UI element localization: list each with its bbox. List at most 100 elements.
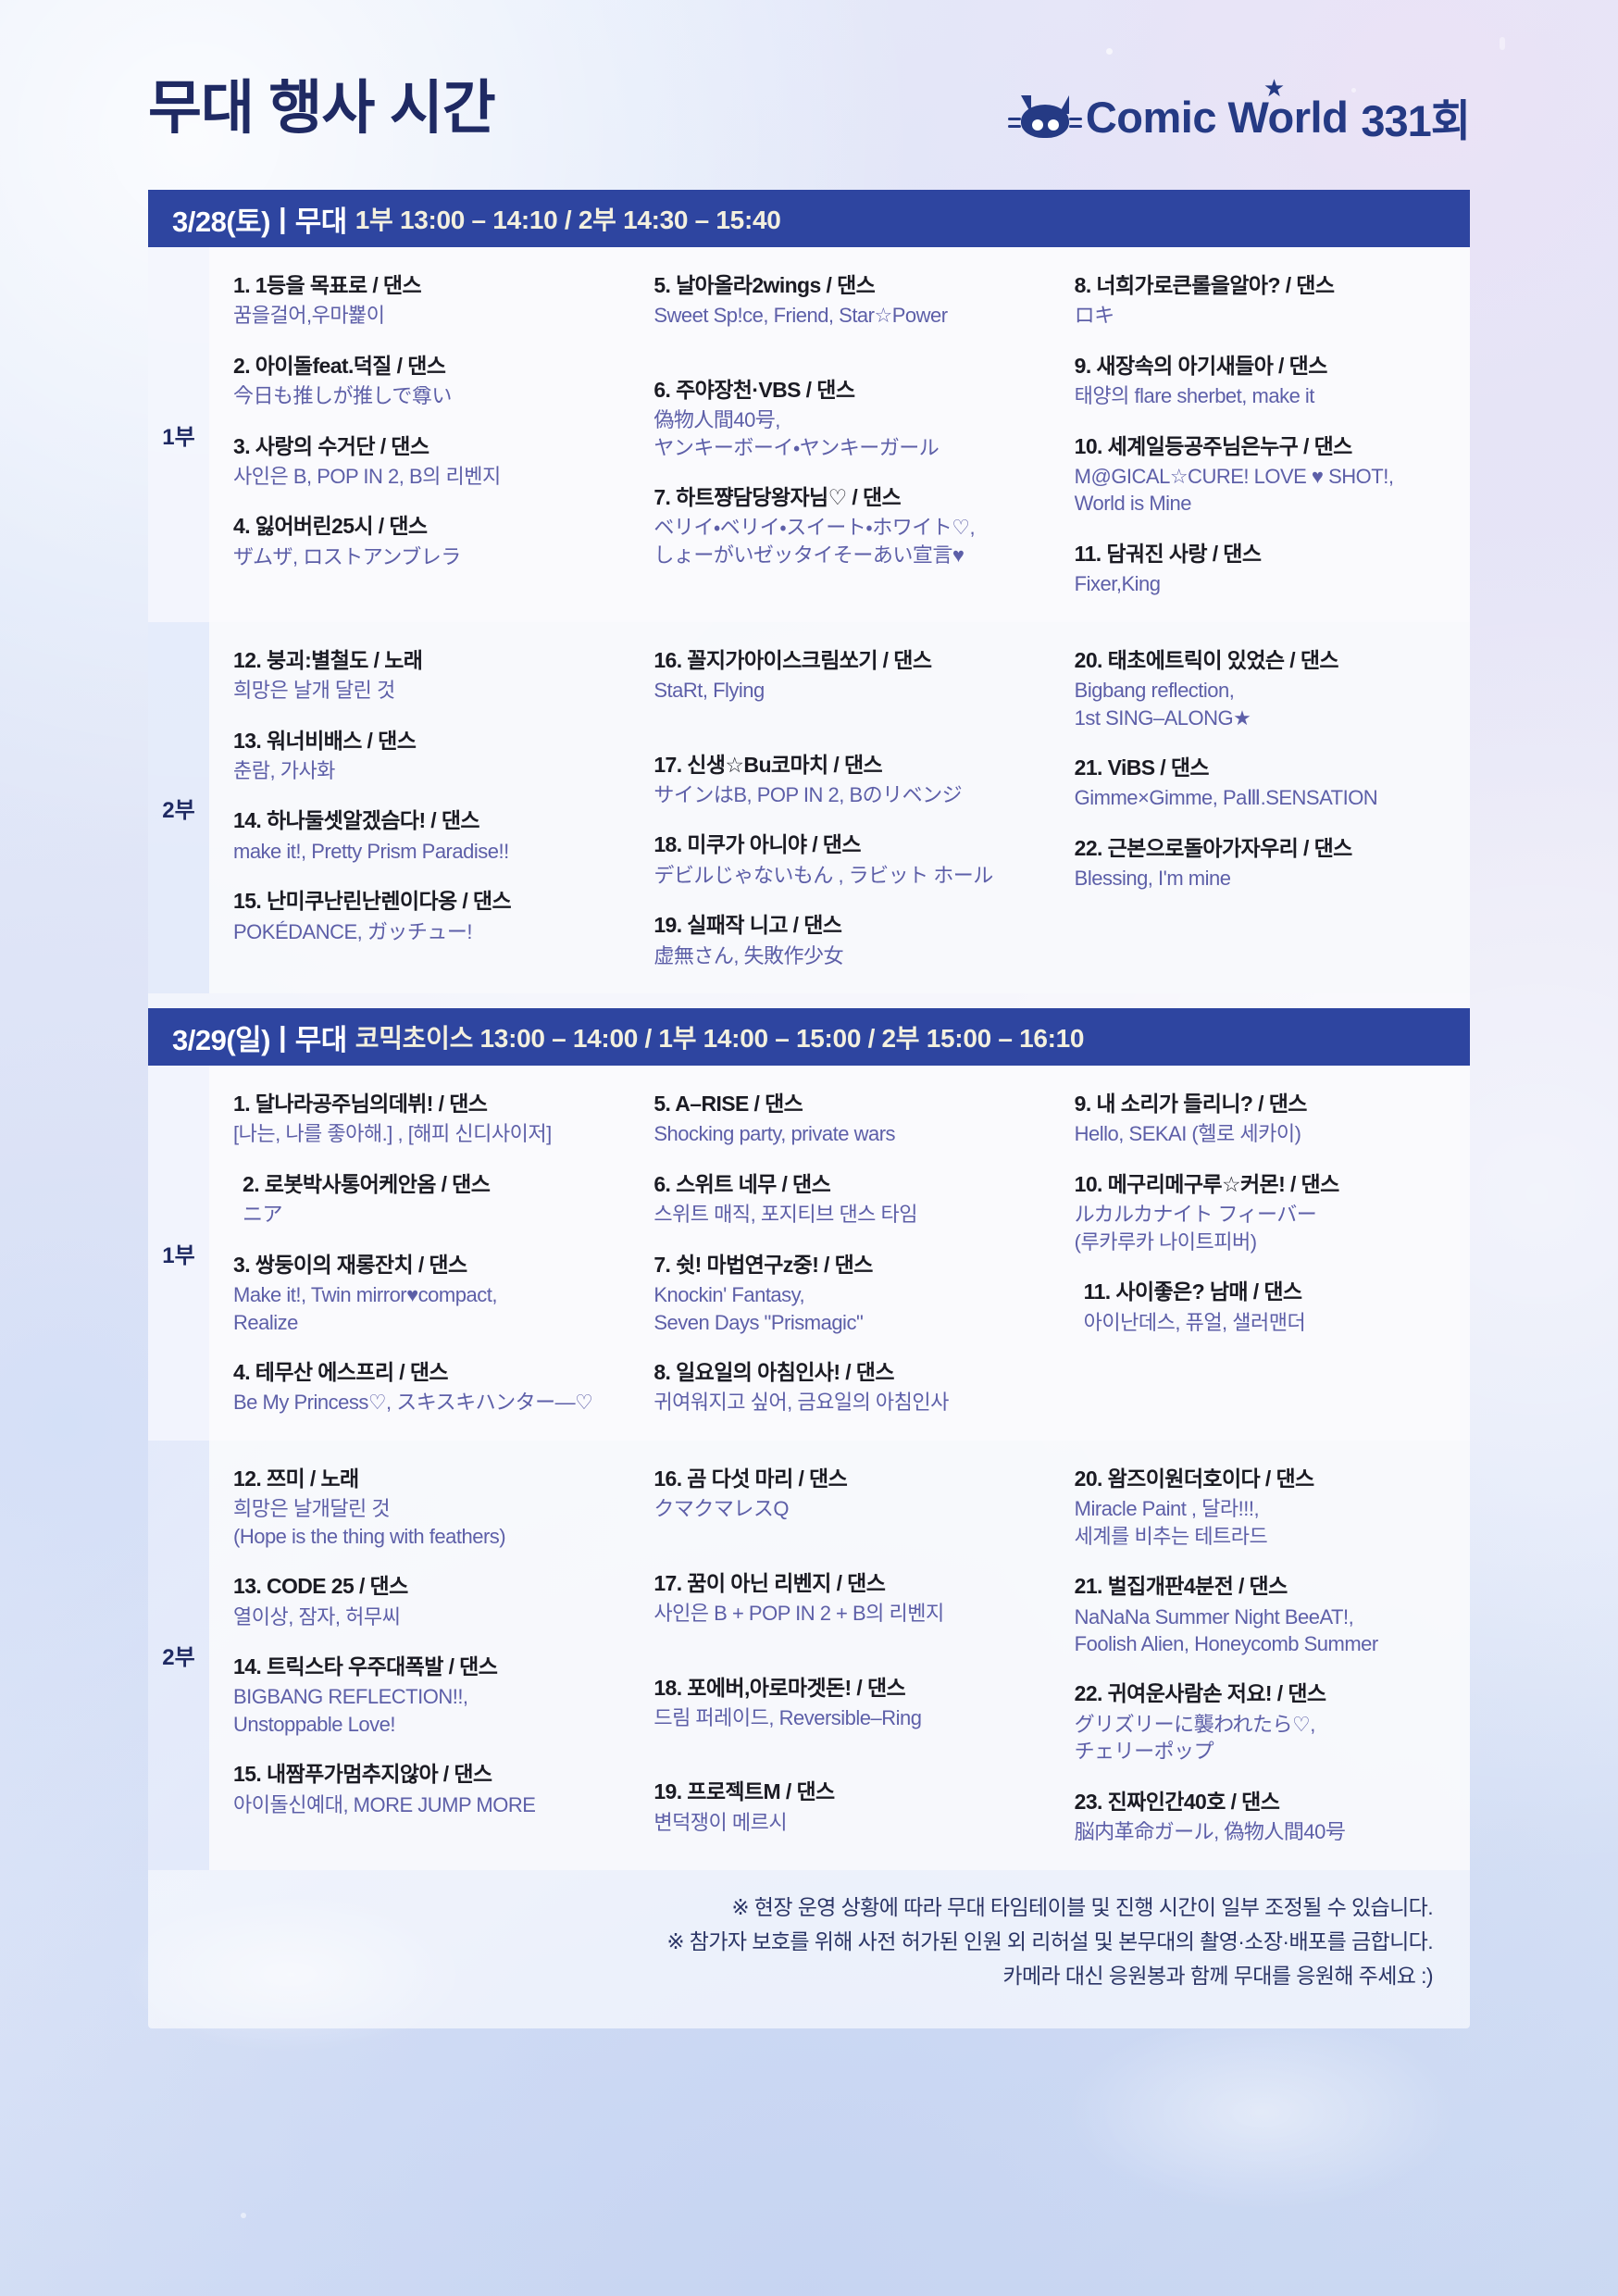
list-item: 4. 테무산 에스프리 / 댄스 Be My Princess♡, スキスキハン… (233, 1358, 608, 1416)
item-title: 6. 주야장천·VBS / 댄스 (653, 377, 855, 402)
list-item: 15. 내짬푸가멈추지않아 / 댄스 아이돌신예대, MORE JUMP MOR… (233, 1760, 608, 1818)
list-item: 14. 트릭스타 우주대폭발 / 댄스 BIGBANG REFLECTION!!… (233, 1653, 608, 1738)
item-title: 2. 로봇박사통어케안옴 / 댄스 (243, 1171, 491, 1196)
item-songs: Fixer,King (1074, 572, 1161, 596)
part-label: 1부 (148, 1066, 209, 1441)
item-title: 5. A–RISE / 댄스 (653, 1092, 803, 1117)
day-separator: | (279, 202, 287, 234)
item-songs: 열이상, 잠자, 허무씨 (233, 1604, 401, 1628)
item-songs: グリズリーに襲われたら♡, チェリーポップ (1074, 1712, 1316, 1764)
list-item: 2. 로봇박사통어케안옴 / 댄스 ニア (233, 1170, 608, 1229)
item-songs: ザムザ, ロストアンブレラ (233, 544, 461, 568)
sparkle-dot (1500, 37, 1505, 50)
item-songs: Sweet Sp!ce, Friend, Star☆Power (653, 304, 948, 328)
item-title: 9. 내 소리가 들리니? / 댄스 (1074, 1092, 1308, 1117)
item-songs: 귀여워지고 싶어, 금요일의 아침인사 (653, 1391, 949, 1415)
item-songs: 꿈을걸어,우마뾽이 (233, 304, 385, 328)
item-songs: 드림 퍼레이드, Reversible–Ring (653, 1705, 922, 1729)
footer-note: ※ 참가자 보호를 위해 사전 허가된 인원 외 리허설 및 본무대의 촬영·소… (666, 1928, 1433, 1953)
item-songs: 사인은 B + POP IN 2 + B의 리벤지 (653, 1602, 944, 1626)
item-title: 13. CODE 25 / 댄스 (233, 1574, 408, 1599)
list-item: 20. 왐즈이원더호이다 / 댄스 Miracle Paint , 달라!!!,… (1075, 1465, 1450, 1550)
day-stage-label: 무대 (294, 1023, 348, 1056)
item-title: 20. 왐즈이원더호이다 / 댄스 (1074, 1466, 1315, 1491)
item-title: 15. 내짬푸가멈추지않아 / 댄스 (233, 1762, 492, 1787)
item-title: 12. 쯔미 / 노래 (233, 1466, 359, 1491)
item-title: 17. 꿈이 아닌 리벤지 / 댄스 (653, 1570, 886, 1595)
item-songs: 태양의 flare sherbet, make it (1074, 384, 1315, 408)
item-title: 21. ViBS / 댄스 (1074, 755, 1210, 780)
page-title: 무대 행사 시간 (148, 76, 496, 141)
item-title: 5. 날아올라2wings / 댄스 (653, 273, 876, 297)
list-item: 20. 태초에트릭이 있었슨 / 댄스 Bigbang reflection, … (1075, 646, 1450, 731)
sparkle-dot (241, 2213, 246, 2218)
star-icon: ★ (1263, 74, 1285, 102)
item-title: 7. 쉿! 마법연구z중! / 댄스 (653, 1252, 873, 1277)
item-songs: NaNaNa Summer Night BeeAT!, Foolish Alie… (1074, 1604, 1379, 1655)
list-item: 15. 난미쿠난린난렌이다옹 / 댄스 POKÉDANCE, ガッチュー! (233, 887, 608, 945)
item-songs: Blessing, I'm mine (1074, 867, 1231, 891)
list-item: 11. 담궈진 사랑 / 댄스 Fixer,King (1075, 540, 1450, 598)
schedule-column: 1. 달나라공주님의데뷔! / 댄스 [나는, 나를 좋아해.] , [해피 신… (209, 1066, 629, 1441)
list-item: 1. 달나라공주님의데뷔! / 댄스 [나는, 나를 좋아해.] , [해피 신… (233, 1090, 608, 1148)
item-songs: ベリイ・ベリイ・スイート・ホワイト♡, しょーがいゼッタイそーあい宣言♥ (653, 516, 976, 567)
sparkle-dot (1106, 48, 1113, 55)
item-title: 14. 트릭스타 우주대폭발 / 댄스 (233, 1654, 498, 1678)
list-item: 18. 포에버,아로마겟돈! / 댄스 드림 퍼레이드, Reversible–… (653, 1674, 1028, 1732)
schedule-column: 9. 내 소리가 들리니? / 댄스 Hello, SEKAI (헬로 세카이)… (1050, 1066, 1470, 1441)
list-item: 7. 쉿! 마법연구z중! / 댄스 Knockin' Fantasy, Sev… (653, 1251, 1028, 1336)
list-item: 7. 하트쨩담당왕자님♡ / 댄스 ベリイ・ベリイ・スイート・ホワイト♡, しょ… (653, 483, 1028, 568)
item-songs: ルカルカナイト フィーバー (루카루카 나이트피버) (1074, 1203, 1317, 1254)
list-item: 9. 내 소리가 들리니? / 댄스 Hello, SEKAI (헬로 세카이) (1075, 1090, 1450, 1148)
brand-name: Comic World ★ (1086, 76, 1349, 143)
part-label: 2부 (148, 1440, 209, 1870)
item-title: 11. 사이좋은? 남매 / 댄스 (1083, 1279, 1302, 1304)
list-item: 2. 아이돌feat.덕질 / 댄스 今日も推しが推しで尊い (233, 352, 608, 410)
list-item: 14. 하나둘셋알겠슴다! / 댄스 make it!, Pretty Pris… (233, 806, 608, 865)
schedule-card: 3/28(토) | 무대 1부 13:00 – 14:10 / 2부 14:30… (148, 190, 1470, 2029)
item-title: 3. 쌍둥이의 재롱잔치 / 댄스 (233, 1252, 467, 1277)
part-block: 2부 12. 붕괴:별철도 / 노래 희망은 날개 달린 것 13. 워너비배스… (148, 621, 1470, 994)
item-title: 10. 세계일등공주님은누구 / 댄스 (1074, 433, 1353, 458)
schedule-column: 5. 날아올라2wings / 댄스 Sweet Sp!ce, Friend, … (629, 247, 1049, 622)
list-item: 6. 스위트 네무 / 댄스 스위트 매직, 포지티브 댄스 타임 (653, 1170, 1028, 1229)
item-songs: Be My Princess♡, スキスキハンター―♡ (233, 1391, 593, 1415)
item-songs: サインはB, POP IN 2, Bのリベンジ (653, 782, 963, 806)
list-item: 12. 쯔미 / 노래 희망은 날개달린 것 (Hope is the thin… (233, 1465, 608, 1550)
item-title: 22. 귀여운사람손 저요! / 댄스 (1074, 1681, 1326, 1706)
list-item: 12. 붕괴:별철도 / 노래 희망은 날개 달린 것 (233, 646, 608, 705)
brand-lockup: Comic World ★ 331회 (1007, 76, 1471, 149)
schedule-column: 16. 꼴지가아이스크림쏘기 / 댄스 StaRt, Flying 17. 신생… (629, 622, 1049, 993)
list-item: 8. 일요일의 아침인사! / 댄스 귀여워지고 싶어, 금요일의 아침인사 (653, 1358, 1028, 1416)
schedule-column: 1. 1등을 목표로 / 댄스 꿈을걸어,우마뾽이 2. 아이돌feat.덕질 … (209, 247, 629, 622)
item-title: 6. 스위트 네무 / 댄스 (653, 1171, 831, 1196)
item-songs: M@GICAL☆CURE! LOVE ♥ SHOT!, World is Min… (1074, 465, 1394, 516)
item-songs: Knockin' Fantasy, Seven Days "Prismagic" (653, 1283, 864, 1334)
item-songs: 아이돌신예대, MORE JUMP MORE (233, 1792, 536, 1816)
item-title: 1. 1등을 목표로 / 댄스 (233, 273, 422, 297)
item-title: 14. 하나둘셋알겠슴다! / 댄스 (233, 808, 480, 833)
item-title: 23. 진짜인간40호 / 댄스 (1074, 1789, 1280, 1814)
item-title: 9. 새장속의 아기새들아 / 댄스 (1074, 353, 1328, 378)
schedule-column: 8. 너희가로큰롤을알아? / 댄스 ロキ 9. 새장속의 아기새들아 / 댄스… (1050, 247, 1470, 622)
item-title: 18. 포에버,아로마겟돈! / 댄스 (653, 1675, 906, 1700)
brand-edition: 331회 (1361, 96, 1471, 145)
list-item: 18. 미쿠가 아니야 / 댄스 デビルじゃないもん , ラビット ホール (653, 830, 1028, 889)
list-item: 10. 메구리메구루☆커몬! / 댄스 ルカルカナイト フィーバー (루카루카 … (1075, 1170, 1450, 1255)
item-songs: 脳内革命ガール, 偽物人間40号 (1074, 1820, 1346, 1844)
item-songs: Miracle Paint , 달라!!!, 세계를 비추는 테트라드 (1074, 1497, 1268, 1548)
item-title: 11. 담궈진 사랑 / 댄스 (1074, 541, 1262, 566)
item-songs: 사인은 B, POP IN 2, B의 리벤지 (233, 465, 501, 489)
item-songs: Gimme×Gimme, PaⅢ.SENSATION (1074, 786, 1378, 810)
item-songs: 춘람, 가사화 (233, 758, 335, 782)
item-songs: StaRt, Flying (653, 679, 765, 703)
item-songs: 虚無さん, 失敗作少女 (653, 943, 844, 967)
part-block: 1부 1. 달나라공주님의데뷔! / 댄스 [나는, 나를 좋아해.] , [해… (148, 1066, 1470, 1441)
poster-header: 무대 행사 시간 Comic World ★ 331회 (0, 76, 1618, 181)
list-item: 21. ViBS / 댄스 Gimme×Gimme, PaⅢ.SENSATION (1075, 754, 1450, 812)
day-times: 1부 13:00 – 14:10 / 2부 14:30 – 15:40 (355, 206, 781, 234)
list-item: 5. A–RISE / 댄스 Shocking party, private w… (653, 1090, 1028, 1148)
day-stage-label: 무대 (294, 205, 348, 238)
list-item: 3. 쌍둥이의 재롱잔치 / 댄스 Make it!, Twin mirror♥… (233, 1251, 608, 1336)
